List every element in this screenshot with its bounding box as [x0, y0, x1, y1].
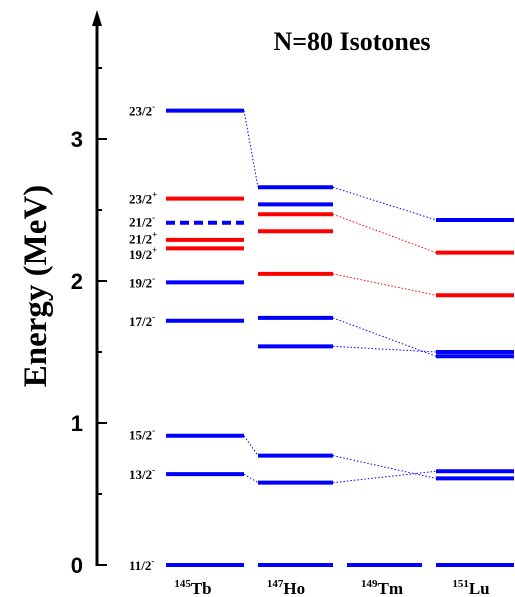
connection-lines	[243, 110, 437, 484]
isotope-labels: 145Tb 147Ho 149Tm 151Lu	[174, 578, 489, 597]
spin-label: 15/2-	[129, 425, 155, 442]
spin-label: 21/2-	[129, 212, 155, 229]
spin-labels: 23/2- 23/2+ 21/2-21/2+19/2+ 19/2- 17/2- 15/2-…	[129, 102, 157, 573]
connection-line	[332, 345, 437, 353]
spin-label: 17/2-	[129, 312, 155, 329]
tick-label: 1	[71, 411, 83, 436]
connection-line	[332, 186, 437, 221]
isotope-label: 147Ho	[267, 578, 305, 597]
y-axis-label: Energy (MeV)	[18, 185, 54, 388]
tick-label: 2	[71, 269, 83, 294]
spin-label: 21/2+	[129, 229, 157, 246]
y-axis-arrow	[92, 10, 102, 26]
energy-levels	[166, 108, 514, 567]
connection-line	[243, 473, 259, 484]
connection-line	[332, 213, 437, 254]
isotope-label: 151Lu	[452, 578, 489, 597]
connection-line	[332, 470, 437, 484]
spin-label: 23/2-	[129, 102, 155, 119]
chart-title: N=80 Isotones	[273, 27, 430, 56]
connection-line	[332, 273, 437, 296]
spin-label: 13/2-	[129, 465, 155, 482]
y-axis: 0 1 2 3	[71, 10, 107, 578]
connection-line	[332, 317, 437, 357]
isotope-label: 145Tb	[174, 578, 211, 597]
spin-label: 23/2+	[129, 190, 157, 207]
connection-line	[243, 435, 259, 456]
isotope-label: 149Tm	[361, 578, 403, 597]
spin-label: 11/2-	[129, 556, 154, 573]
connection-line	[243, 110, 259, 188]
connection-line	[332, 455, 437, 479]
tick-label: 3	[71, 127, 83, 152]
tick-label: 0	[71, 553, 83, 578]
spin-label: 19/2+	[129, 245, 157, 262]
spin-label: 19/2-	[129, 273, 155, 290]
